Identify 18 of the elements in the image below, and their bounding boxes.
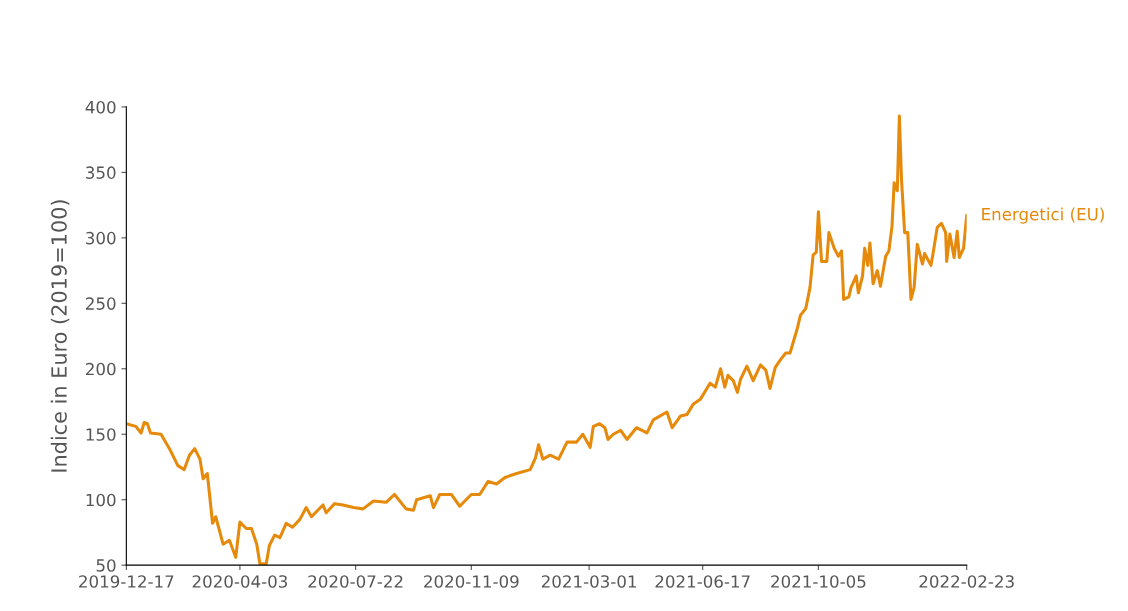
y-tick-label: 300 [86, 231, 116, 245]
y-axis-title: Indice in Euro (2019=100) [50, 200, 70, 472]
y-tick-label: 50 [96, 559, 116, 572]
x-tick-label: 2021-03-01 [541, 575, 636, 588]
x-tick-label: 2020-11-09 [424, 575, 519, 588]
y-tick-label: 150 [86, 428, 116, 441]
y-tick-label: 100 [86, 493, 116, 507]
series-label: Energetici (EU) [982, 207, 1104, 224]
y-tick-label: 200 [86, 362, 116, 376]
y-tick-label: 400 [85, 100, 116, 114]
x-tick-label: 2021-06-17 [655, 575, 750, 588]
x-tick-label: 2022-02-23 [919, 575, 1014, 588]
x-tick-label: 2019-12-17 [79, 575, 174, 588]
y-tick-label: 350 [86, 166, 116, 179]
y-tick-label: 250 [86, 297, 116, 310]
x-tick-label: 2020-04-03 [192, 575, 288, 588]
x-tick-label: 2020-07-22 [308, 575, 403, 588]
x-tick-label: 2021-10-05 [771, 575, 866, 588]
